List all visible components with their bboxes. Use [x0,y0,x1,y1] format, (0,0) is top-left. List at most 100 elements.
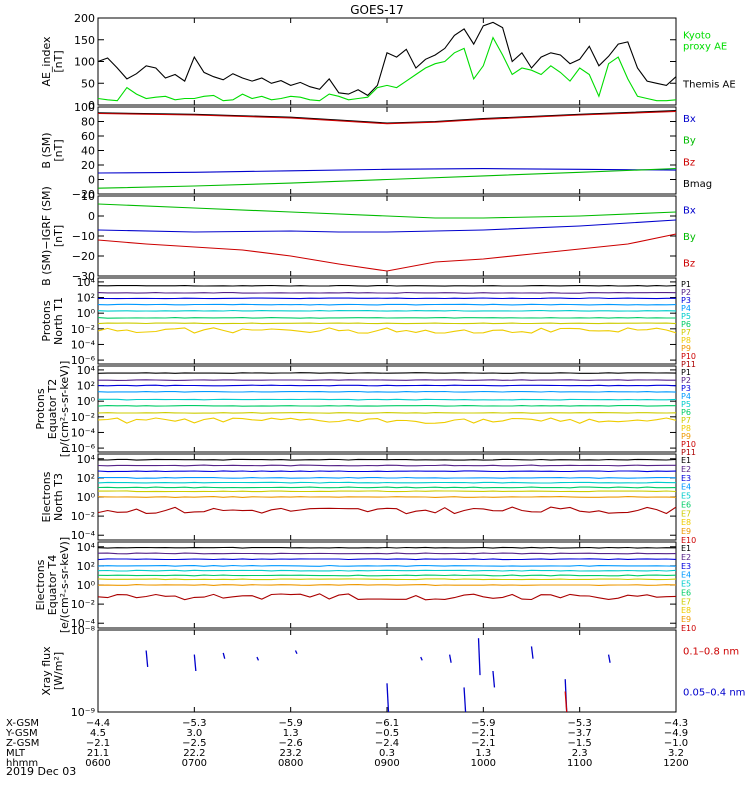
panel-pe: 10⁻⁶ 10⁻⁴ 10⁻² 10⁰ 10² 10⁴ Protons Equator T2 [p… [34,361,696,458]
series-line [97,412,677,414]
x-axis-value: −3.7 [568,728,592,739]
panel-frame [97,277,677,365]
x-axis-value: −4.4 [86,718,110,729]
y-tick-label: 0 [88,174,95,187]
x-axis-value: 1100 [567,758,592,769]
legend-entry: P3 [681,296,691,305]
x-axis-value: 21.1 [87,748,109,759]
legend-entry: By [683,136,696,147]
y-tick-label: 10⁻⁹ [71,706,95,719]
y-tick-label: 10⁴ [77,364,96,377]
x-axis-value: 23.2 [280,748,302,759]
legend-entry: Bmag [683,179,712,190]
x-axis-value: −5.3 [568,718,592,729]
y-tick-label: −30 [72,270,95,283]
y-tick-label: 10⁻⁴ [71,338,96,351]
legend-entry: Kyoto [683,30,711,41]
legend-entry: P4 [681,392,691,401]
series-line [97,476,677,479]
y-tick-label: 10⁻⁴ [71,617,96,630]
date-label: 2019 Dec 03 [6,765,76,778]
y-axis-label: North T3 [52,473,65,521]
series-line [98,398,677,401]
legend-entry: E10 [681,536,696,545]
x-axis-value: −5.9 [279,718,303,729]
series-line [97,233,677,272]
legend-entry: P9 [681,344,691,353]
series-line [97,168,677,174]
y-tick-label: 10⁰ [77,307,96,320]
legend-entry: E3 [681,562,691,571]
y-axis-label: North T1 [52,297,65,345]
series-line [98,490,677,493]
y-axis-label: Equator T2 [46,379,59,439]
series-line [97,284,677,287]
x-axis-value: −2.4 [375,738,399,749]
series-line [97,417,677,424]
x-axis-value: −6.1 [375,718,399,729]
y-tick-label: 200 [74,12,95,25]
x-axis-value: 2.3 [572,748,588,759]
y-axis-label: Equator T4 [46,555,59,615]
x-axis-value: −2.1 [471,738,495,749]
x-axis-row-label: X-GSM [6,718,39,729]
x-axis-value: −1.5 [568,738,592,749]
x-axis-value: 0900 [374,758,399,769]
series-line [97,464,676,467]
legend-entry: E7 [681,509,691,518]
series-line [97,574,677,577]
y-tick-label: 10⁻² [71,598,95,611]
y-tick-label: 100 [74,101,95,114]
y-tick-label: 10⁻² [71,510,95,523]
x-axis-value: 3.0 [186,728,202,739]
x-axis-value: −0.5 [375,728,399,739]
panel-ee: 10⁻⁴ 10⁻² 10⁰ 10² 10⁴ Electrons Equator T4 [e/(… [34,537,696,633]
panel-frame [97,17,677,106]
x-axis-value: 22.2 [183,748,205,759]
series-line [97,496,677,498]
series-line [97,309,677,312]
flux-segment [477,638,481,676]
series-line [97,506,677,515]
legend-entry: By [683,232,696,243]
y-tick-label: 80 [81,116,95,129]
legend-entry: Bx [683,114,696,125]
legend-entry: E1 [681,456,691,465]
legend-entry: P1 [681,280,691,289]
panel-xray: 10⁻⁹ 10⁻⁸ Xray flux [W/m²] 0.1–0.8 nm 0.05–0.… [40,624,745,719]
series-line [97,458,677,461]
legend-entry: P8 [681,336,691,345]
series-line [97,219,677,233]
legend-entry: 0.1–0.8 nm [683,647,739,658]
legend-entry: E5 [681,492,691,501]
series-line [97,327,677,334]
x-axis-value: 3.2 [668,748,684,759]
series-line [97,317,676,319]
series-line [97,390,677,393]
y-axis-label: Electrons [34,559,47,610]
legend-entry: P2 [681,376,691,385]
panel-frame [97,365,677,453]
series-line [98,297,676,300]
y-tick-label: 10² [77,560,95,573]
legend-entry: E2 [681,465,691,474]
y-tick-label: 0 [88,210,95,223]
legend-entry: P8 [681,424,691,433]
flux-segment [420,656,423,661]
legend-entry: P4 [681,304,691,313]
legend-entry: E6 [681,588,691,597]
legend-entry: P7 [681,416,691,425]
y-axis-label: Protons [40,300,53,341]
series-line [97,593,677,601]
series-line [97,21,677,97]
x-axis-value: −1.0 [664,738,688,749]
y-tick-label: 10⁻² [71,411,95,424]
legend-entry: P5 [681,400,691,409]
y-axis-label: [nT] [52,139,65,161]
x-axis-value: 1200 [663,758,688,769]
series-line [97,569,677,572]
legend-entry: E6 [681,500,691,509]
y-tick-label: 10⁻² [71,323,95,336]
